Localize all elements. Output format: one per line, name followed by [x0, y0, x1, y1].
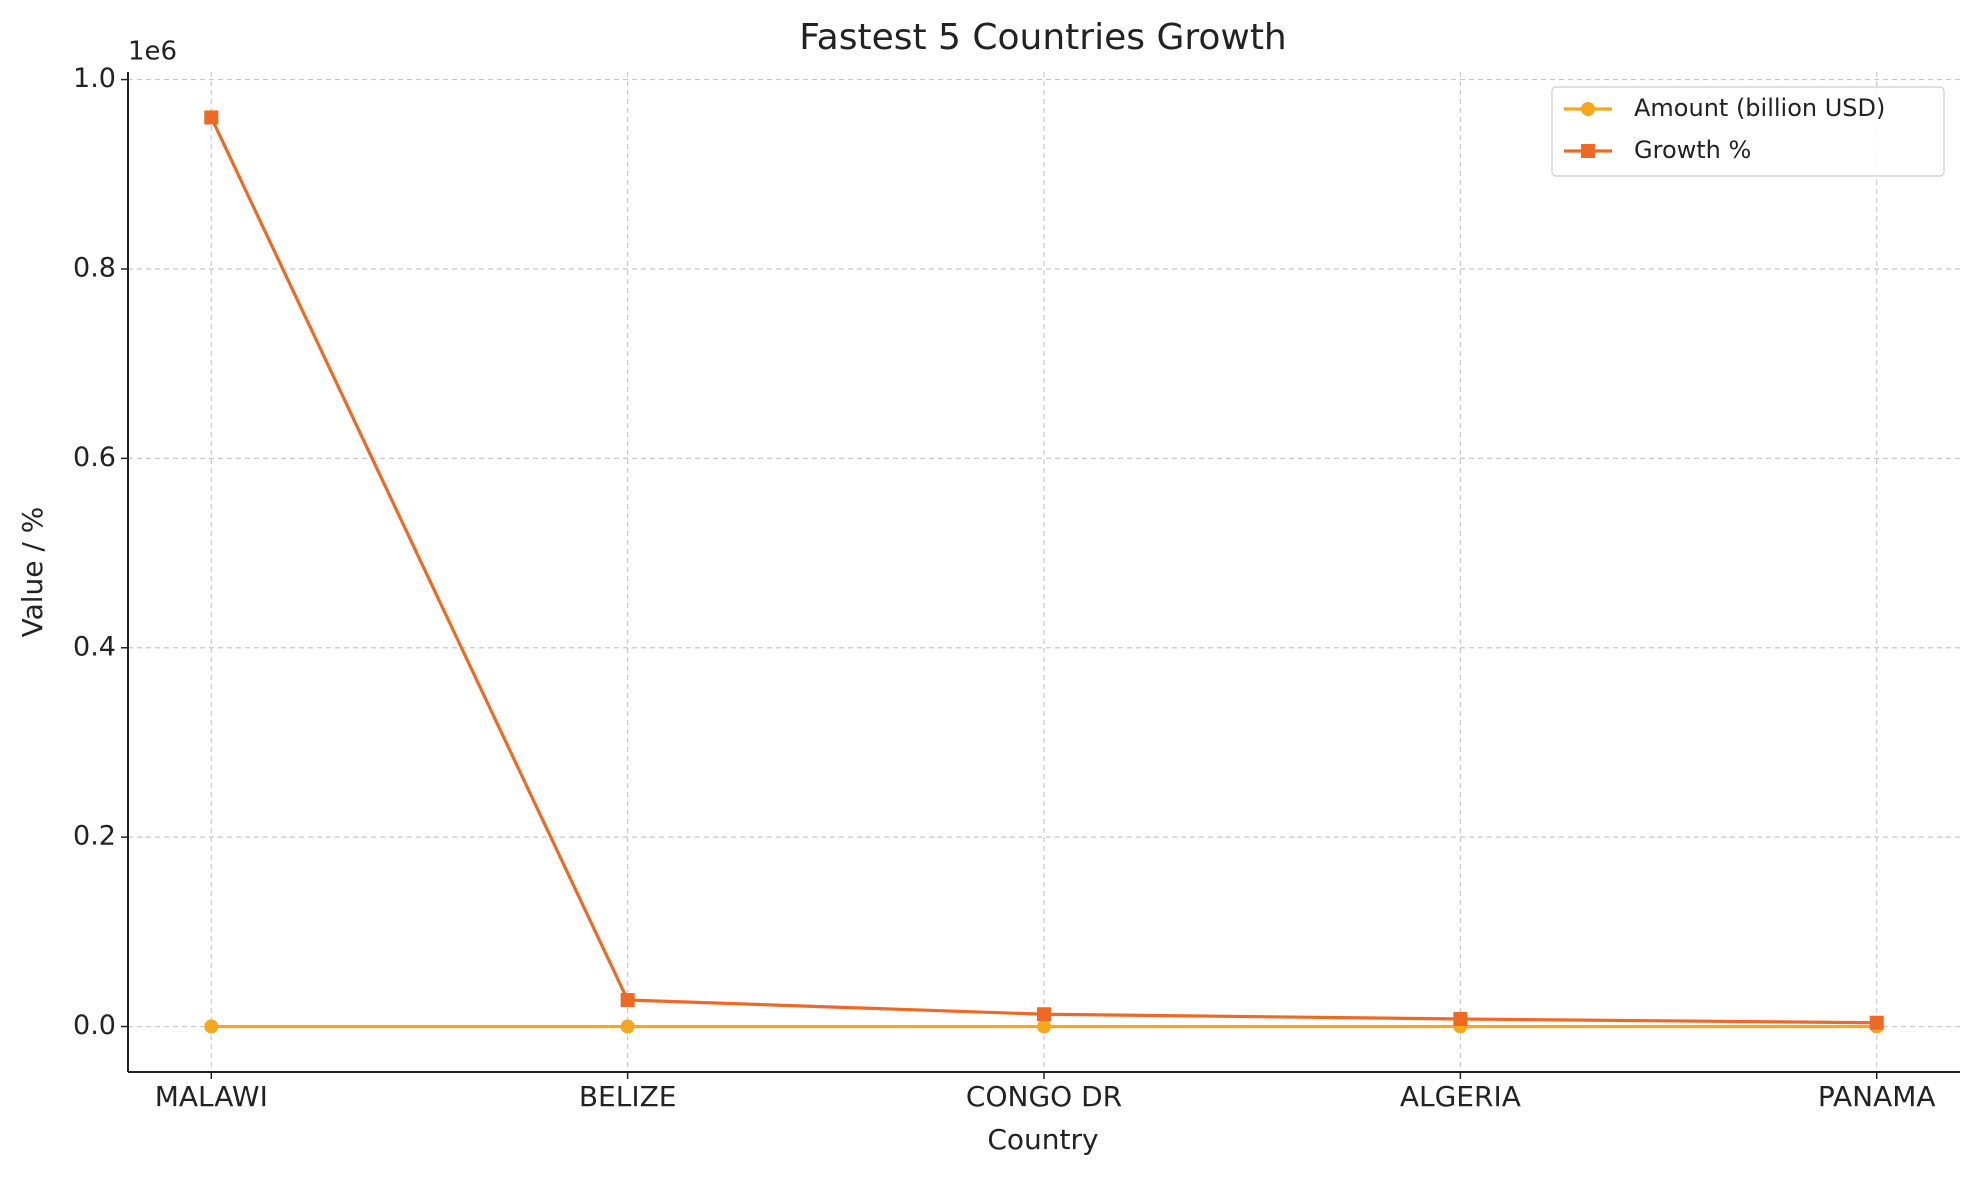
legend-label: Amount (billion USD) — [1634, 94, 1885, 122]
data-point — [620, 993, 635, 1008]
y-offset-label: 1e6 — [128, 37, 177, 67]
x-tick-label: PANAMA — [1818, 1080, 1936, 1113]
data-point — [1453, 1011, 1468, 1026]
y-tick-label: 0.0 — [73, 1010, 116, 1041]
data-point — [1037, 1007, 1051, 1022]
legend-marker — [1581, 102, 1595, 116]
data-point — [204, 110, 219, 125]
y-tick-label: 0.6 — [73, 442, 116, 473]
legend-box — [1551, 86, 1945, 177]
y-axis-label: Value / % — [16, 507, 49, 638]
y-tick-label: 0.8 — [73, 252, 116, 283]
x-axis-label: Country — [987, 1123, 1098, 1156]
legend-marker — [1581, 144, 1595, 158]
data-point — [620, 1019, 635, 1034]
data-point — [1037, 1019, 1051, 1034]
data-point — [204, 1019, 219, 1034]
x-tick-label: BELIZE — [579, 1080, 677, 1113]
y-tick-label: 0.4 — [73, 631, 116, 662]
x-tick-label: ALGERIA — [1400, 1080, 1521, 1113]
x-tick-label: CONGO DR — [966, 1080, 1122, 1113]
chart-title: Fastest 5 Countries Growth — [799, 17, 1287, 58]
y-tick-label: 0.2 — [73, 821, 116, 852]
legend-label: Growth % — [1634, 136, 1751, 164]
y-tick-label: 1.0 — [73, 63, 116, 94]
x-tick-label: MALAWI — [155, 1080, 268, 1113]
data-point — [1869, 1015, 1884, 1030]
